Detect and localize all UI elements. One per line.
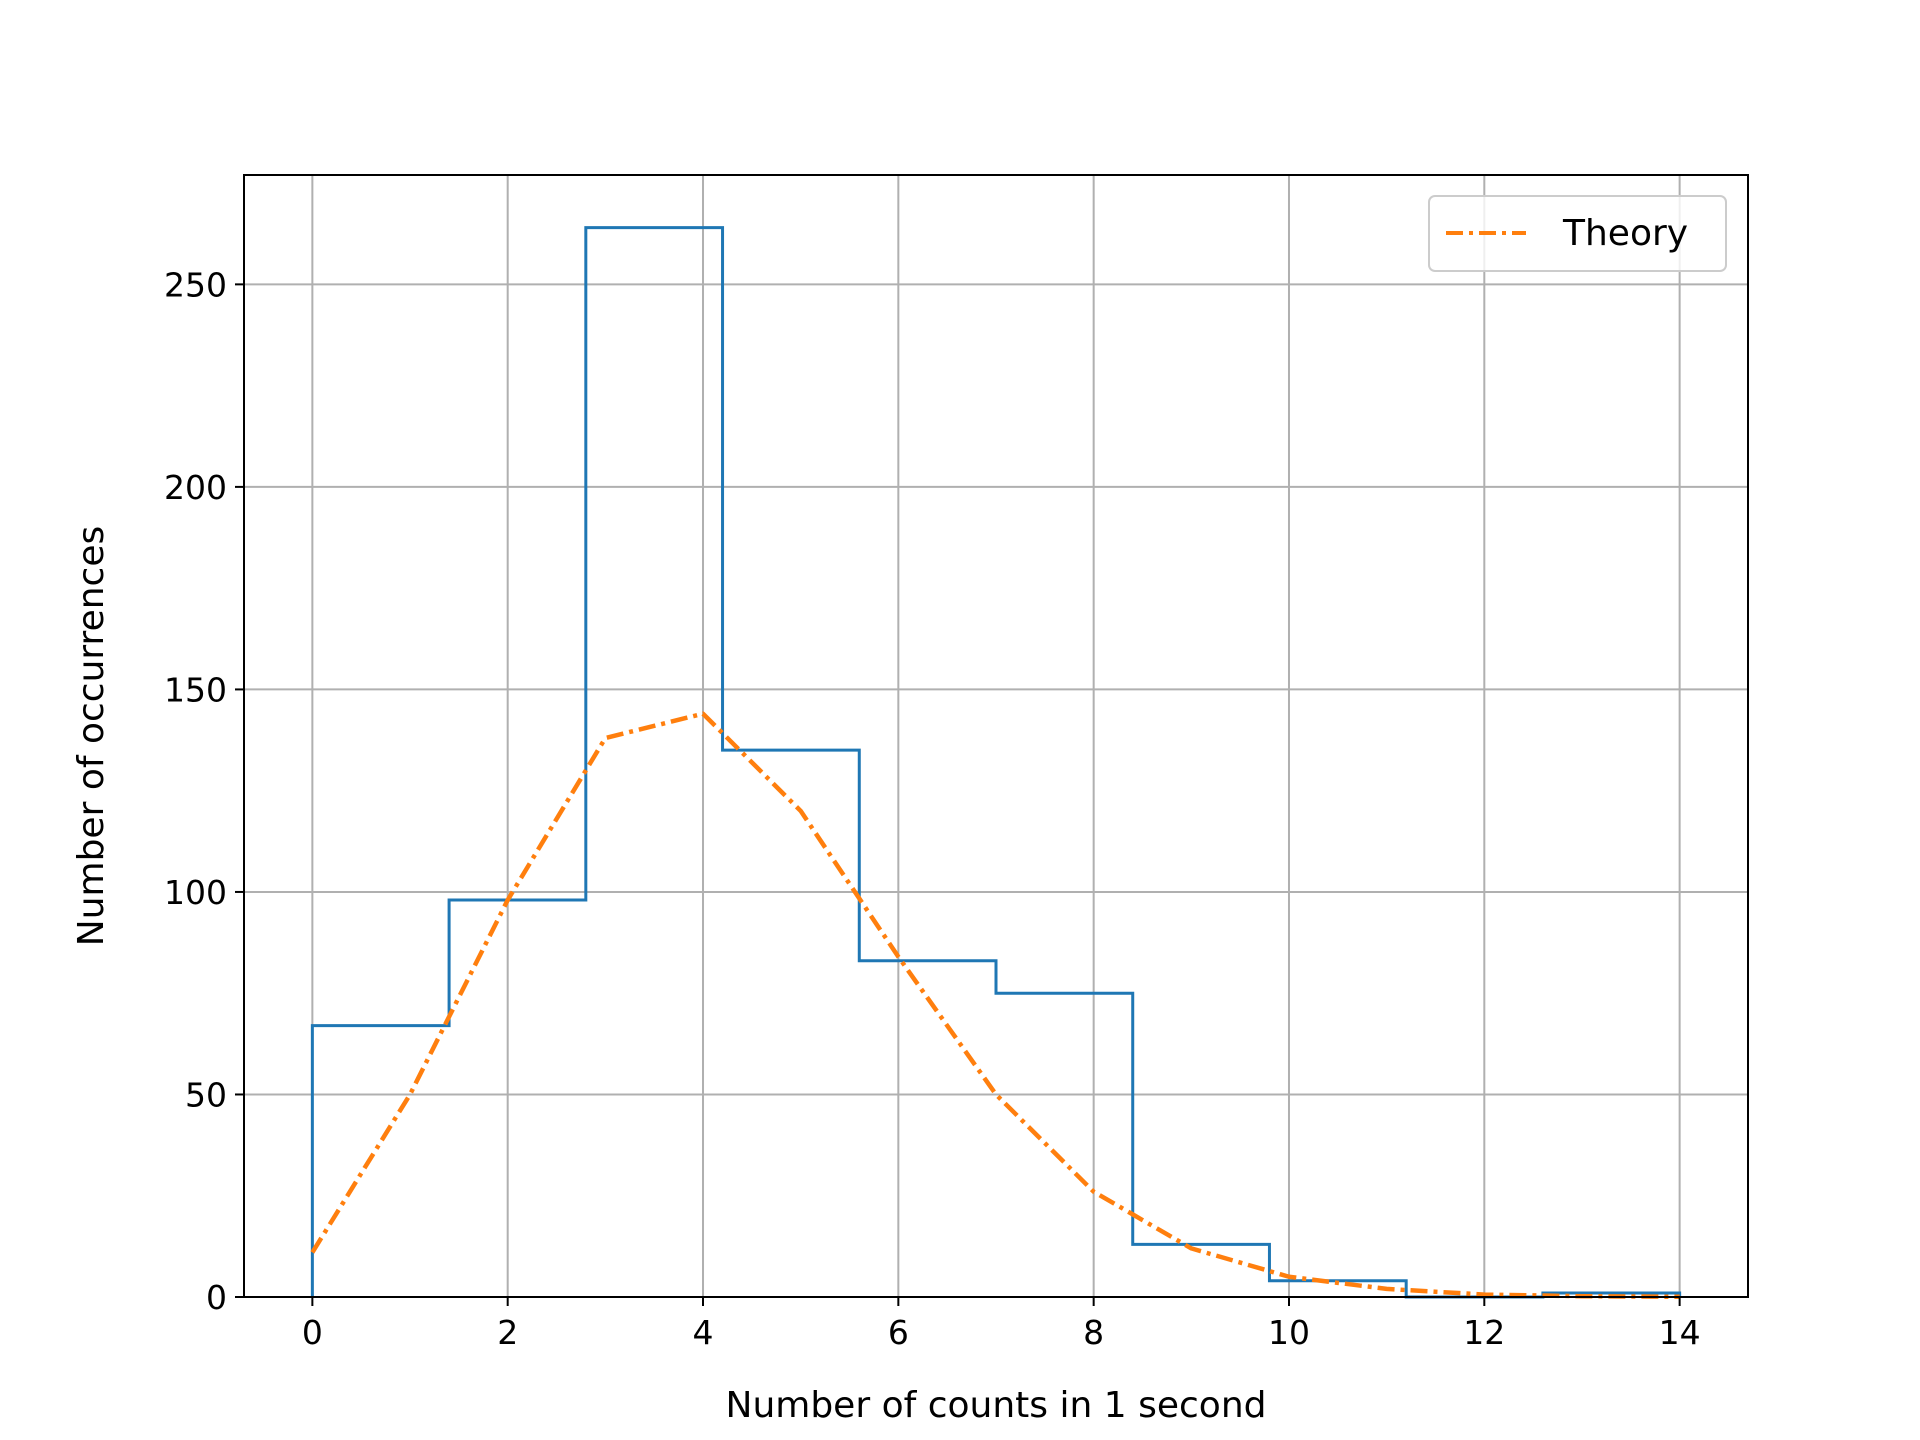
theory-point <box>1092 1190 1096 1194</box>
x-tick-label: 14 <box>1659 1313 1701 1352</box>
theory-point <box>1482 1293 1486 1297</box>
theory-point <box>506 898 510 902</box>
x-axis-label: Number of counts in 1 second <box>726 1385 1267 1426</box>
ticks: 0 2 4 6 8 10 12 14 0 50 100 150 200 250 <box>164 265 1701 1352</box>
theory-point <box>310 1250 314 1254</box>
x-tick-label: 4 <box>693 1313 714 1352</box>
histogram-bar <box>723 750 860 1297</box>
y-tick-label: 50 <box>185 1075 227 1114</box>
x-tick-label: 6 <box>888 1313 909 1352</box>
theory-point <box>603 736 607 740</box>
x-tick-label: 8 <box>1083 1313 1104 1352</box>
y-tick-label: 0 <box>206 1278 227 1317</box>
x-tick-label: 0 <box>302 1313 323 1352</box>
histogram-bar <box>449 900 586 1297</box>
histogram-bar <box>586 228 723 1297</box>
histogram-bar <box>859 961 996 1297</box>
theory-point <box>799 809 803 813</box>
y-tick-label: 200 <box>164 468 227 507</box>
histogram-bar <box>1133 1244 1270 1297</box>
theory-point <box>994 1092 998 1096</box>
y-axis-label: Number of occurrences <box>71 526 112 946</box>
theory-point <box>1189 1246 1193 1250</box>
x-tick-label: 10 <box>1268 1313 1310 1352</box>
grid <box>244 175 1748 1298</box>
theory-point <box>1385 1287 1389 1291</box>
y-tick-label: 150 <box>164 670 227 709</box>
histogram-bar <box>996 993 1133 1297</box>
legend: Theory <box>1428 195 1727 272</box>
histogram-bar <box>312 1026 449 1297</box>
legend-box <box>1428 195 1727 272</box>
plot-frame <box>243 174 1749 1298</box>
x-tick-label: 12 <box>1463 1313 1505 1352</box>
y-tick-label: 100 <box>164 873 227 912</box>
theory-point <box>1287 1275 1291 1279</box>
x-tick-label: 2 <box>497 1313 518 1352</box>
legend-theory-label: Theory <box>1562 213 1688 254</box>
theory-line <box>310 711 1680 1300</box>
plot-area-background <box>244 175 1748 1297</box>
theory-point <box>896 955 900 959</box>
theory-point <box>701 712 705 716</box>
theory-point <box>408 1092 412 1096</box>
y-tick-label: 250 <box>164 265 227 304</box>
